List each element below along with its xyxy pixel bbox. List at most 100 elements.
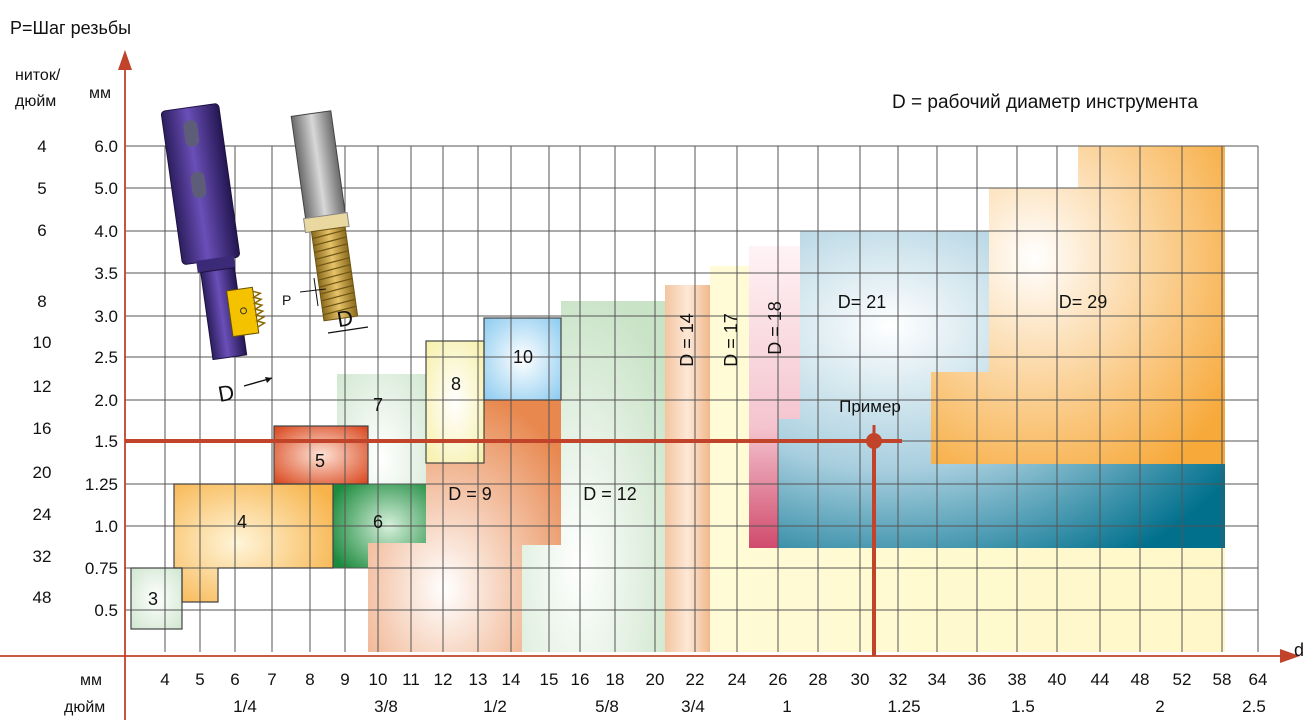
x-axis-arrow [1280,649,1300,663]
region-d9-label: D = 9 [448,484,492,504]
y-pitch-tick-label: 6.0 [94,137,118,156]
x-mm-tick-label: 48 [1131,670,1150,689]
tap-p-label: P [282,292,291,308]
x-mm-tick-label: 13 [469,670,488,689]
region-d18-label: D = 18 [765,301,785,355]
tool1-d-label: D [216,380,236,407]
x-mm-tick-label: 58 [1213,670,1232,689]
x-mm-tick-label: 30 [851,670,870,689]
x-mm-tick-label: 8 [305,670,314,689]
tpi-label-line1: ниток/ [15,67,61,84]
x-inch-tick-label: 3/4 [681,697,705,716]
x-mm-tick-label: 20 [646,670,665,689]
axes: d [0,50,1304,720]
x-mm-tick-label: 5 [195,670,204,689]
y-tpi-tick-label: 20 [33,463,52,482]
x-mm-tick-label: 4 [160,670,169,689]
y-tpi-tick-label: 8 [37,292,46,311]
x-mm-tick-label: 52 [1173,670,1192,689]
y-pitch-tick-label: 5.0 [94,179,118,198]
y-tpi-tick-label: 32 [33,547,52,566]
example-label: Пример [839,397,901,416]
x-mm-tick-label: 40 [1048,670,1067,689]
diameter-legend: D = рабочий диаметр инструмента [892,92,1198,113]
region-d21 [778,231,1225,548]
y-pitch-tick-label: 4.0 [94,222,118,241]
x-inch-tick-label: 3/8 [374,697,398,716]
x-mm-tick-label: 38 [1008,670,1027,689]
x-mm-tick-label: 34 [928,670,947,689]
region-d14-label: D = 14 [677,313,697,367]
x-mm-tick-label: 15 [540,670,559,689]
x-inch-tick-label: 1/4 [233,697,257,716]
axis-ticks: 4 5 6 7 8 9 10 11 12 13 14 15 16 18 20 22 24 26 28 30 32 34 36… [33,137,1268,716]
region-labels: 3 4 5 6 7 8 10 D = 9 D = 12 D = 14 D = 1… [148,292,1107,609]
y-pitch-tick-label: 1.25 [85,475,118,494]
region-5-label: 5 [315,451,325,471]
x-inch-label: дюйм [64,699,105,716]
region-outlines [130,317,562,630]
y-tpi-tick-label: 5 [37,179,46,198]
y-tpi-tick-label: 16 [33,419,52,438]
region-4 [174,484,333,602]
x-mm-tick-label: 16 [571,670,590,689]
x-mm-tick-label: 36 [968,670,987,689]
region-d17-base [710,266,1225,652]
example-marker: Пример [125,397,902,656]
region-d12 [522,301,665,652]
y-tpi-tick-label: 10 [33,333,52,352]
x-inch-tick-label: 1/2 [483,697,507,716]
y-pitch-tick-label: 1.5 [94,432,118,451]
region-d29-label: D= 29 [1059,292,1108,312]
x-mm-tick-label: 14 [502,670,521,689]
region-d21-label: D= 21 [838,292,887,312]
y-tpi-tick-label: 12 [33,377,52,396]
x-mm-tick-label: 64 [1249,670,1268,689]
region-6-label: 6 [373,512,383,532]
y-pitch-tick-label: 2.5 [94,348,118,367]
y-pitch-tick-label: 2.0 [94,391,118,410]
regions [131,146,1225,652]
region-3 [131,568,182,629]
region-d12-label: D = 12 [583,484,637,504]
tap-illustration: P D [282,110,369,334]
x-mm-tick-label: 12 [434,670,453,689]
x-mm-tick-label: 44 [1091,670,1110,689]
x-inch-tick-label: 1.25 [887,697,920,716]
y-pitch-tick-label: 3.0 [94,307,118,326]
region-7-label: 7 [373,395,383,415]
x-mm-tick-label: 10 [369,670,388,689]
y-pitch-tick-label: 1.0 [94,517,118,536]
tpi-label-line2: дюйм [15,93,56,110]
x-mm-tick-label: 24 [728,670,747,689]
y-pitch-tick-label: 0.75 [85,559,118,578]
x-mm-tick-label: 11 [402,670,420,689]
x-mm-tick-label: 6 [230,670,239,689]
x-inch-tick-label: 2 [1155,697,1164,716]
y-mm-label: мм [89,85,111,102]
region-5 [274,426,368,484]
x-mm-tick-label: 22 [686,670,705,689]
y-tpi-tick-label: 48 [33,588,52,607]
region-d17-label: D = 17 [721,313,741,367]
example-point [866,433,882,449]
region-10-label: 10 [513,347,533,367]
region-d29 [931,146,1225,464]
y-tpi-tick-label: 24 [33,505,52,524]
y-pitch-tick-label: 0.5 [94,601,118,620]
region-4-label: 4 [237,512,247,532]
y-axis-arrow [118,50,132,70]
region-10 [484,318,561,400]
x-mm-tick-label: 32 [889,670,908,689]
chart-title: P=Шаг резьбы [10,18,131,38]
x-mm-tick-label: 28 [809,670,828,689]
region-3-label: 3 [148,589,158,609]
region-d18 [749,246,800,548]
region-8 [426,341,484,463]
x-inch-tick-label: 5/8 [595,697,619,716]
x-mm-tick-label: 18 [606,670,625,689]
region-d14 [665,285,710,652]
x-mm-label: мм [80,672,102,689]
region-8-label: 8 [451,374,461,394]
